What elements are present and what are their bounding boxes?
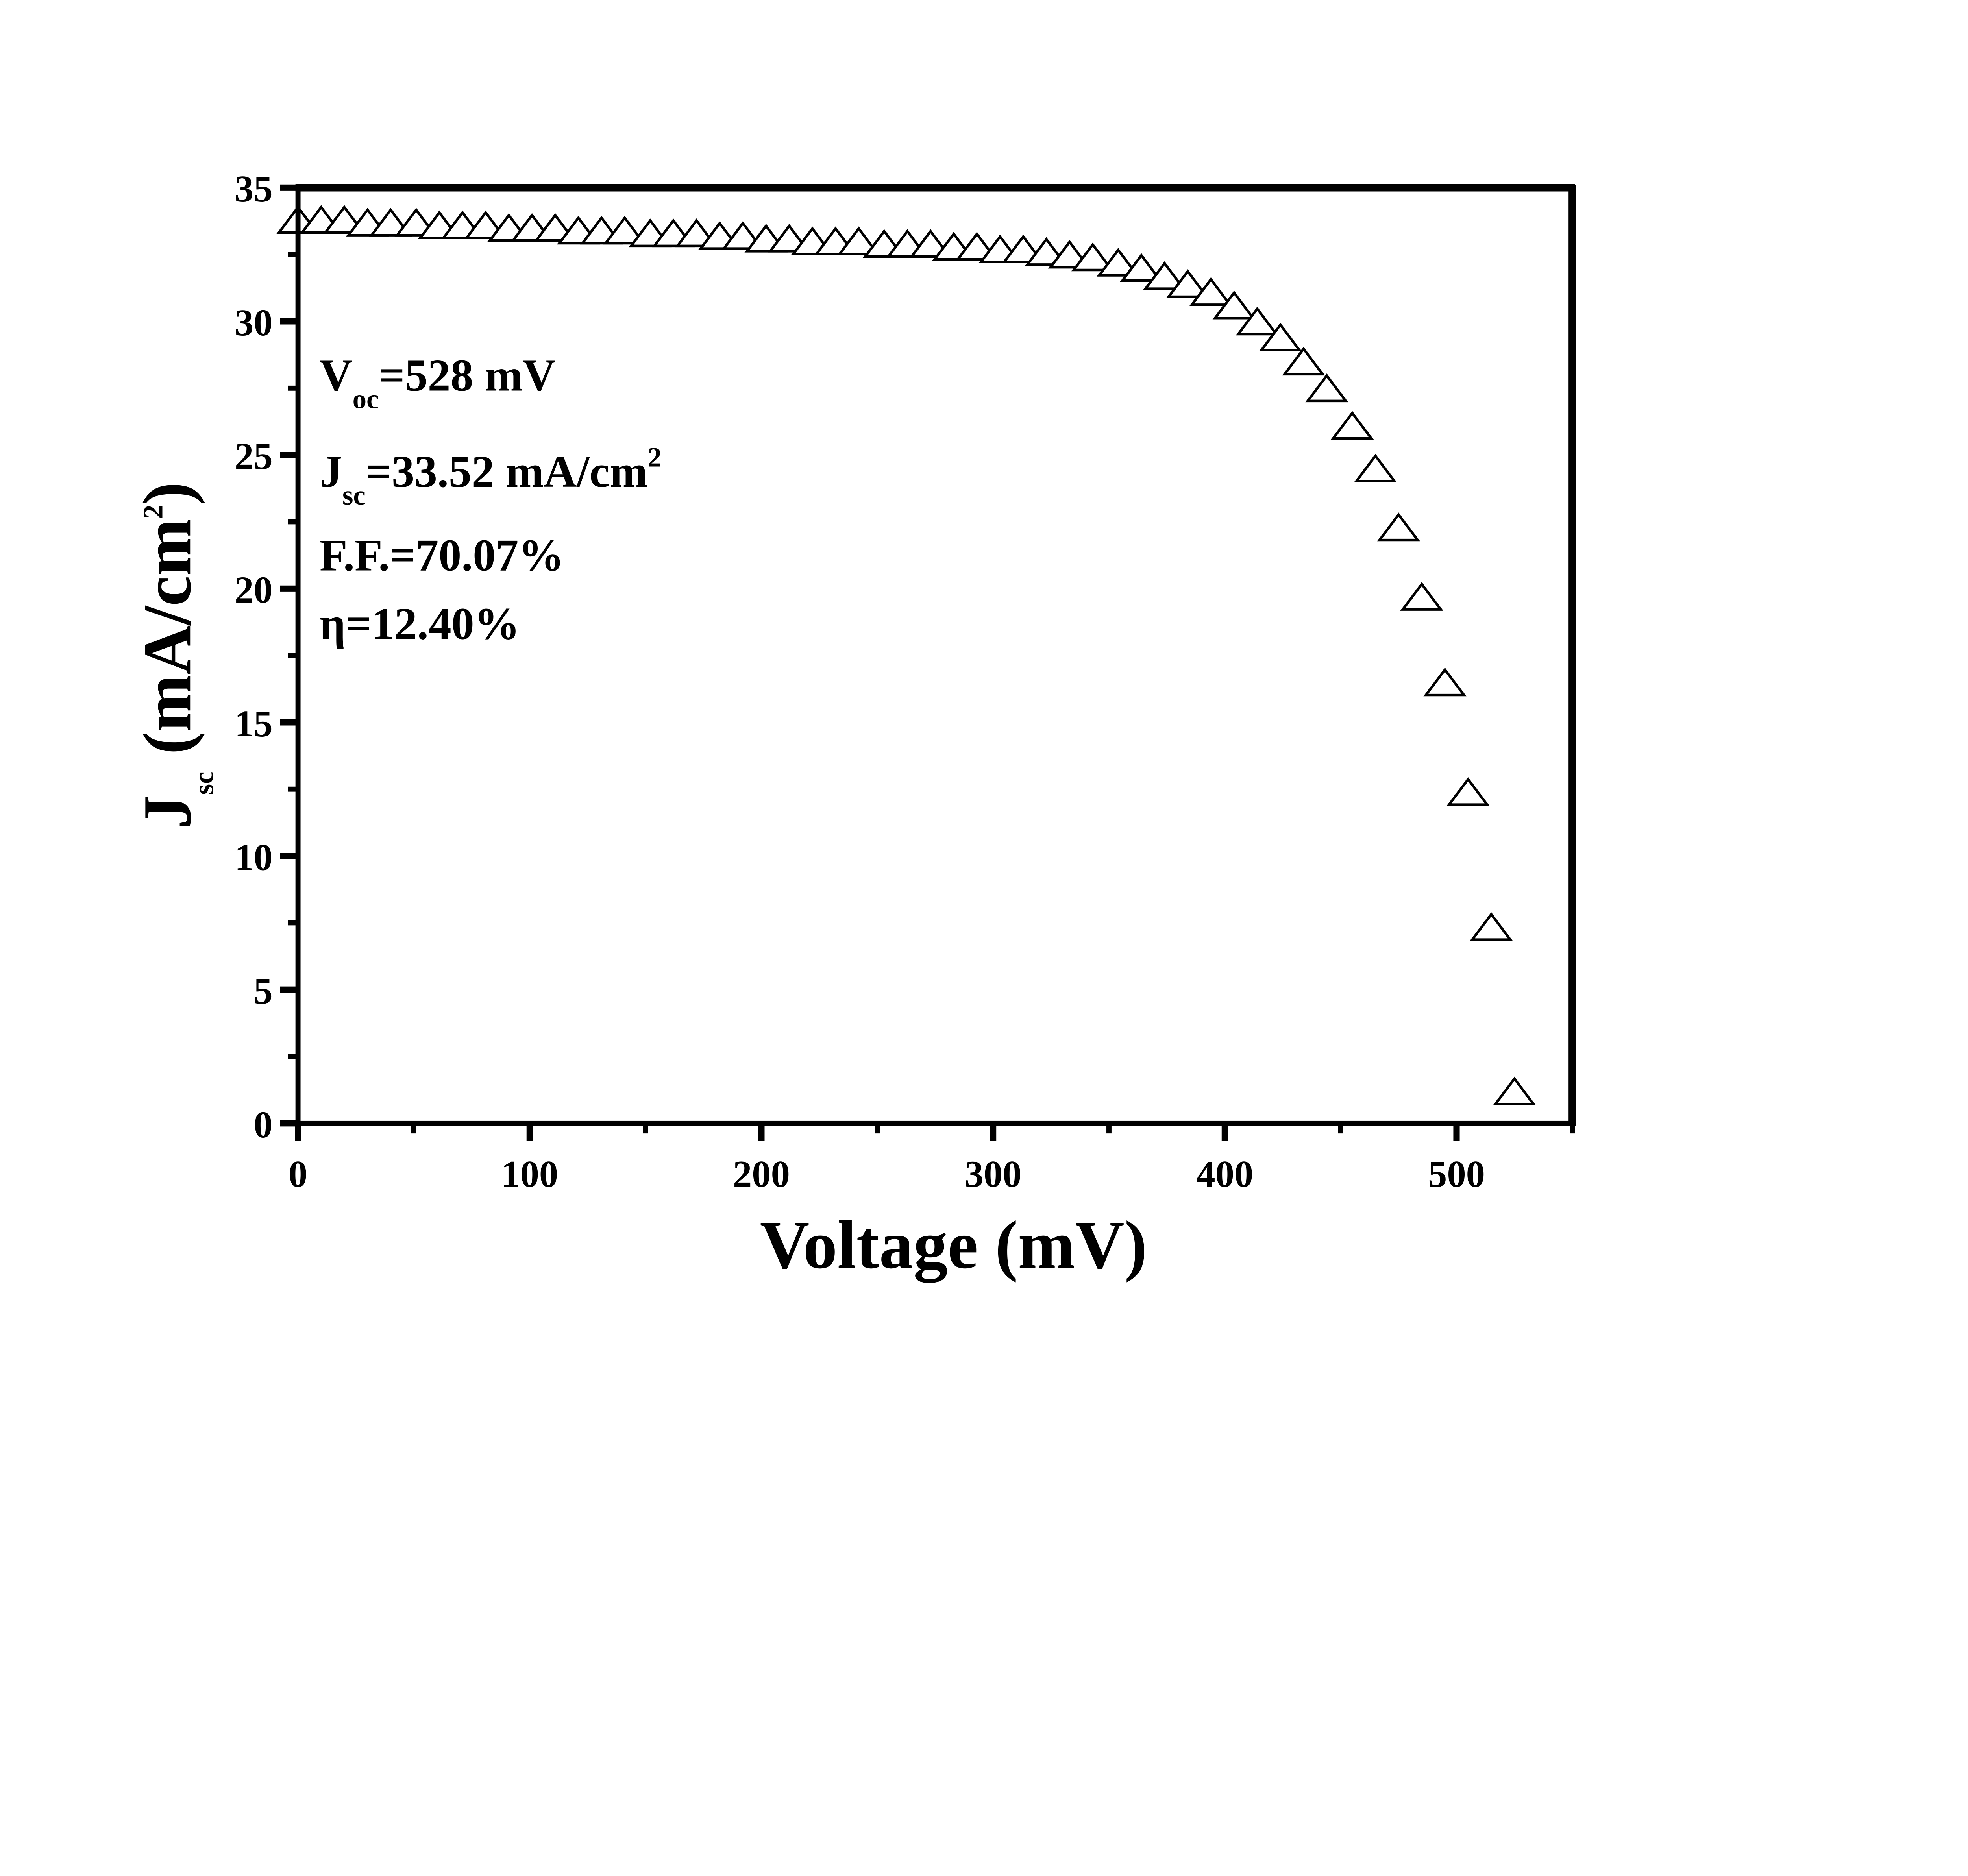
jsc-value: =33.52 mA/cm (366, 447, 648, 497)
data-point (1212, 290, 1256, 320)
y-label-rest: (mA/cm (129, 519, 205, 771)
data-point (837, 226, 880, 255)
data-point (603, 216, 646, 245)
y-label-main: J (129, 795, 205, 829)
data-point (1423, 667, 1467, 697)
voc-sub: oc (353, 384, 379, 414)
y-tick-label: 25 (235, 435, 273, 477)
voc-annotation: Voc=528 mV (320, 350, 556, 414)
data-point (1354, 453, 1397, 482)
data-point (1071, 242, 1115, 272)
data-point (1143, 261, 1186, 290)
data-point (1259, 322, 1302, 352)
jsc-main: J (320, 447, 342, 497)
y-label-sup: 2 (138, 505, 168, 519)
data-point (1120, 253, 1163, 282)
data-point (1446, 777, 1490, 806)
y-tick-label: 15 (235, 702, 273, 745)
axis-ticks: 0 100 200 300 400 500 0 5 10 15 20 25 30 35 (235, 168, 1575, 1195)
data-point (1282, 347, 1325, 376)
data-point (369, 207, 412, 237)
jv-chart: 0 100 200 300 400 500 0 5 10 15 20 25 30 35 Voltage (… (129, 168, 1576, 1283)
x-tick-label: 100 (501, 1153, 558, 1195)
data-point (1097, 248, 1140, 277)
data-point (1493, 1076, 1536, 1105)
jsc-sub: sc (342, 480, 366, 511)
x-tick-label: 200 (733, 1153, 790, 1195)
plot-frame (295, 185, 1575, 1126)
data-point (1330, 411, 1374, 440)
jsc-sup: 2 (648, 442, 662, 473)
data-point (1189, 277, 1233, 306)
data-point (1377, 512, 1421, 542)
y-tick-label: 10 (235, 836, 273, 878)
y-label-sub: sc (189, 771, 219, 795)
data-point (1166, 269, 1210, 298)
y-tick-label: 5 (253, 970, 272, 1012)
data-point (1236, 307, 1279, 336)
x-tick-label: 400 (1196, 1153, 1253, 1195)
voc-main: V (320, 350, 353, 401)
x-tick-label: 300 (965, 1153, 1022, 1195)
x-tick-label: 0 (289, 1153, 307, 1195)
voc-value: =528 mV (379, 350, 555, 401)
y-tick-label: 20 (235, 569, 273, 611)
data-point (1470, 912, 1513, 941)
y-label-close: ) (129, 482, 205, 505)
x-tick-label: 500 (1428, 1153, 1485, 1195)
data-point (1400, 582, 1443, 611)
y-tick-label: 0 (253, 1103, 272, 1146)
efficiency-annotation: η=12.40% (320, 599, 520, 649)
y-axis-label: Jsc (mA/cm2) (129, 482, 219, 829)
data-point (1305, 373, 1348, 403)
y-tick-label: 35 (235, 168, 273, 210)
data-points (276, 205, 1536, 1105)
ff-annotation: F.F.=70.07% (320, 530, 564, 581)
y-tick-label: 30 (235, 301, 273, 344)
jsc-annotation: Jsc=33.52 mA/cm2 (320, 442, 662, 511)
x-axis-label: Voltage (mV) (760, 1207, 1147, 1283)
